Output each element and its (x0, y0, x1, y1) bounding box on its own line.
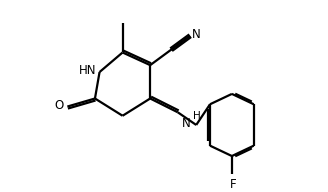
Text: HN: HN (79, 64, 97, 77)
Text: H: H (194, 111, 201, 121)
Text: N: N (182, 117, 191, 130)
Text: N: N (192, 28, 201, 41)
Text: O: O (55, 99, 64, 112)
Text: F: F (230, 178, 236, 191)
